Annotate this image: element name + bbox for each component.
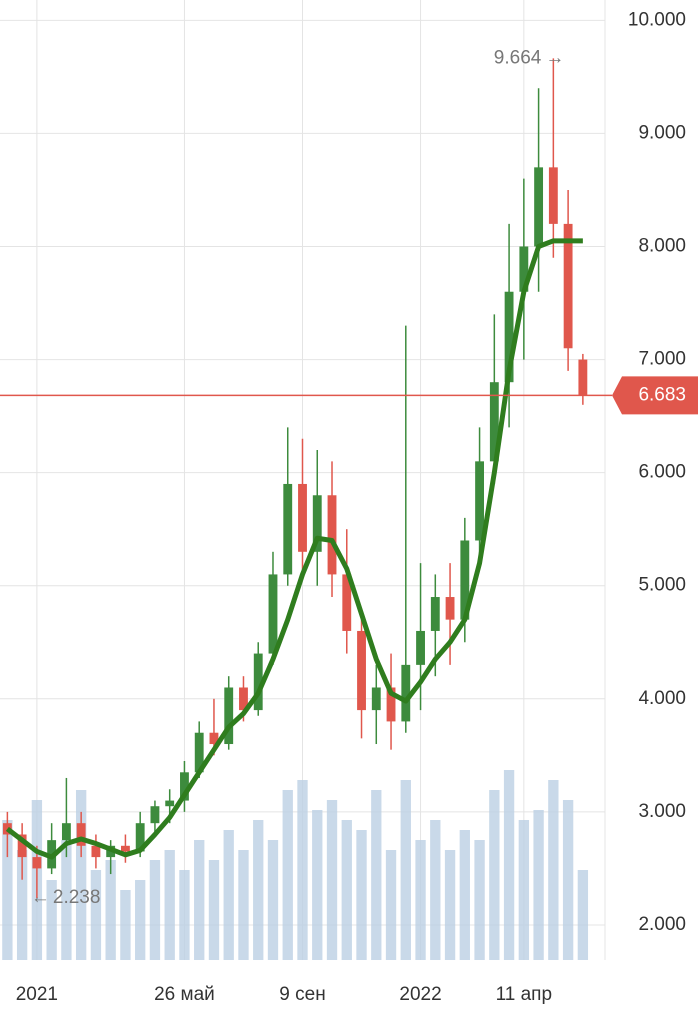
candle-body: [401, 664, 411, 722]
volume-bar: [356, 830, 367, 960]
volume-bar: [208, 860, 220, 960]
x-tick-label: 2022: [399, 984, 441, 1005]
candle-body: [209, 732, 219, 745]
candle-body: [386, 687, 396, 722]
candle-body: [445, 597, 455, 620]
candle-body: [534, 167, 544, 247]
volume-bar: [577, 870, 589, 960]
candle-body: [268, 574, 278, 654]
volume-bar: [297, 780, 308, 960]
volume-bar: [267, 840, 279, 960]
volume-bar: [164, 850, 175, 960]
volume-bar: [61, 840, 72, 960]
volume-bar: [149, 860, 161, 960]
volume-bar: [474, 840, 485, 960]
candle-body: [563, 223, 573, 349]
candle-body: [165, 800, 175, 807]
y-tick-label: 5.000: [638, 575, 686, 596]
volume-bar: [46, 880, 57, 960]
volume-bar: [503, 770, 515, 960]
candle-body: [548, 167, 558, 224]
volume-bar: [385, 850, 397, 960]
last-price-label: 6.683: [638, 384, 686, 405]
candle-body: [283, 483, 293, 575]
candle-body: [224, 687, 234, 745]
volume-bar: [105, 860, 116, 960]
volume-bar: [444, 850, 456, 960]
y-tick-label: 9.000: [638, 122, 686, 143]
y-tick-label: 4.000: [638, 688, 686, 709]
volume-bar: [223, 830, 234, 960]
volume-bar: [562, 800, 574, 960]
candle-body: [135, 823, 145, 852]
candle-body: [61, 823, 71, 841]
candle-body: [416, 630, 425, 665]
y-tick-label: 7.000: [638, 349, 686, 370]
candle-body: [342, 574, 352, 631]
candle-body: [430, 597, 440, 631]
volume-bar: [518, 820, 530, 960]
annotation-arrow: →: [545, 47, 564, 68]
candle-body: [312, 495, 322, 552]
candle-body: [475, 461, 484, 541]
candle-body: [489, 382, 499, 462]
candle-body: [578, 359, 588, 396]
volume-bar: [533, 810, 544, 960]
volume-bar: [16, 850, 28, 960]
volume-bar: [371, 790, 382, 960]
volume-bar: [194, 840, 205, 960]
volume-bar: [341, 820, 352, 960]
candle-body: [504, 291, 514, 383]
y-tick-label: 10.000: [628, 9, 686, 30]
candle-body: [121, 845, 130, 852]
volume-bar: [135, 880, 146, 960]
x-tick-label: 11 апр: [496, 984, 552, 1005]
volume-bar: [238, 850, 249, 960]
volume-bar: [430, 820, 441, 960]
x-tick-label: 9 сен: [279, 984, 325, 1005]
volume-bar: [282, 790, 293, 960]
candle-body: [194, 732, 204, 773]
candle-body: [17, 834, 27, 858]
moving-average-line: [5, 238, 583, 860]
volume-bar: [312, 810, 323, 960]
volume-bar: [326, 800, 338, 960]
candle-body: [239, 687, 248, 711]
volume-bar: [548, 780, 559, 960]
candle-body: [327, 495, 337, 575]
volume-bar: [253, 820, 264, 960]
candle-body: [91, 845, 101, 858]
volume-bar: [75, 790, 87, 960]
x-tick-label: 26 май: [154, 984, 215, 1005]
candle-body: [150, 806, 160, 824]
candle-body: [357, 630, 366, 711]
candle-body: [253, 653, 263, 711]
candle-body: [76, 823, 86, 846]
volume-bar: [489, 790, 500, 960]
volume-bar: [120, 890, 131, 960]
last-price-badge: [612, 376, 698, 415]
x-tick-label: 2021: [16, 984, 58, 1005]
y-tick-label: 2.000: [638, 914, 686, 935]
annotation-label: 2.238: [53, 887, 101, 908]
volume-bar: [400, 780, 411, 960]
candle-body: [460, 540, 470, 620]
candle-body: [32, 857, 42, 869]
volume-bar: [179, 870, 190, 960]
volume-bar: [415, 840, 426, 960]
volume-bar: [459, 830, 470, 960]
candle-body: [371, 687, 381, 711]
y-tick-label: 6.000: [638, 462, 686, 483]
y-tick-label: 3.000: [638, 801, 686, 822]
candle-body: [519, 246, 529, 292]
annotation-label: 9.664: [494, 47, 542, 68]
volume-bar: [90, 870, 102, 960]
candle-body: [298, 483, 307, 552]
volume-bar: [2, 820, 13, 960]
annotation-arrow: ←: [31, 887, 50, 908]
candle-body: [180, 772, 189, 801]
y-tick-label: 8.000: [638, 236, 686, 257]
